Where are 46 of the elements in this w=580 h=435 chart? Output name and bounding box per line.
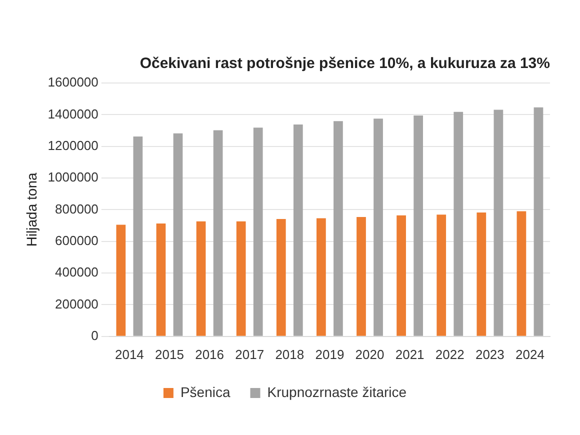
bar [293, 124, 303, 336]
bar [374, 118, 383, 336]
y-tick-label: 600000 [55, 232, 98, 248]
legend-label: Krupnozrnaste žitarice [267, 384, 407, 400]
legend-label: Pšenica [180, 384, 230, 400]
bar [213, 130, 223, 336]
bar [414, 115, 424, 336]
bar [534, 107, 544, 336]
y-tick-label: 800000 [55, 201, 98, 216]
bar [454, 112, 464, 336]
bar [396, 215, 406, 336]
y-tick-label: 1400000 [48, 106, 98, 122]
bar [133, 136, 143, 336]
bar [116, 224, 126, 336]
bar [276, 219, 286, 336]
bar [334, 121, 343, 336]
y-tick-label: 1200000 [48, 138, 98, 153]
x-tick-label: 2019 [315, 346, 344, 362]
x-tick-label: 2014 [114, 346, 144, 362]
x-tick-label: 2016 [195, 346, 224, 362]
x-tick-label: 2020 [355, 346, 384, 362]
bar [156, 223, 166, 336]
chart-title: Očekivani rast potrošnje pšenice 10%, a kukuruza za 13% [140, 55, 550, 72]
bar [476, 212, 486, 336]
y-axis-title: Hiljada tona [23, 172, 40, 247]
bar [494, 110, 504, 336]
bar [516, 211, 526, 336]
x-tick-label: 2015 [155, 346, 184, 362]
x-tick-label: 2022 [435, 346, 464, 362]
y-tick-label: 1000000 [48, 170, 98, 185]
bar [316, 218, 326, 336]
bar [196, 221, 206, 336]
bar [436, 214, 446, 336]
x-tick-label: 2023 [475, 346, 504, 362]
x-tick-label: 2018 [275, 346, 304, 362]
bar [253, 128, 263, 336]
x-tick-label: 2017 [235, 346, 264, 362]
x-tick-label: 2021 [395, 346, 424, 362]
bar [356, 216, 366, 336]
y-tick-label: 200000 [55, 296, 98, 312]
bar [236, 221, 246, 336]
y-tick-label: 0 [91, 328, 98, 343]
y-tick-label: 400000 [55, 264, 98, 280]
bar [173, 133, 183, 336]
x-tick-label: 2024 [516, 346, 544, 362]
y-tick-label: 1600000 [48, 74, 98, 90]
